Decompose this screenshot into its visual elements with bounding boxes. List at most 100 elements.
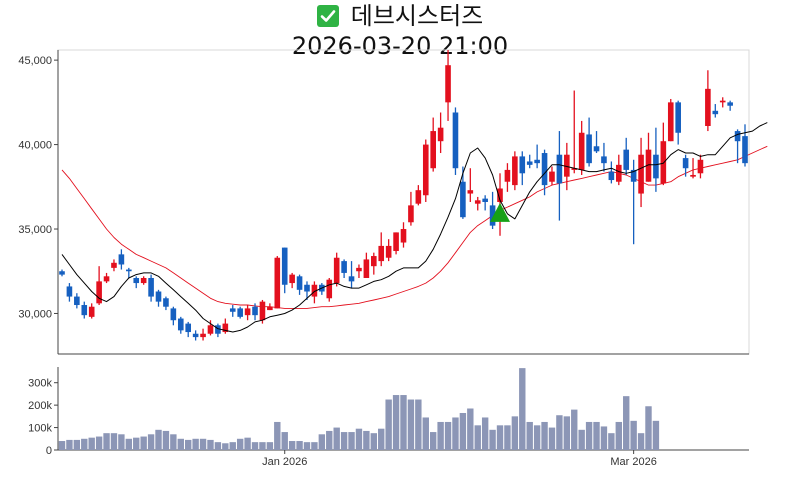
volume-bar [481, 417, 489, 450]
volume-bar [222, 443, 229, 450]
candle-body [296, 276, 303, 290]
volume-tick-label: 0 [46, 445, 52, 457]
candle-body [452, 112, 459, 169]
volume-bar [504, 425, 511, 450]
candle-body [549, 171, 555, 182]
volume-bar [133, 437, 140, 450]
candle-body [593, 146, 600, 152]
candle-body [81, 305, 88, 316]
candle-body [474, 200, 481, 204]
candle-body [415, 190, 422, 204]
price-tick-label: 30,000 [18, 308, 52, 320]
candle-body [705, 88, 711, 126]
candle-body [727, 102, 733, 106]
candle-body [356, 267, 362, 272]
candle-body [200, 333, 206, 338]
volume-bar [615, 421, 622, 450]
candle-body [126, 269, 132, 272]
volume-bar [541, 421, 548, 450]
x-tick-label: Jan 2026 [262, 456, 307, 468]
candle-body [497, 188, 503, 202]
candle-body [192, 333, 199, 338]
candle-body [111, 262, 117, 268]
volume-tick-label: 100k [28, 423, 52, 435]
ma-long-line [61, 145, 768, 309]
candle-body [734, 131, 741, 142]
candle-body [170, 308, 177, 321]
volume-bar [637, 433, 645, 450]
candle-body [378, 245, 385, 262]
candle-body [653, 154, 659, 179]
volume-bar [73, 439, 81, 450]
candle-body [534, 159, 540, 164]
candle-body [177, 318, 184, 331]
candle-body [712, 110, 719, 115]
candle-body [645, 149, 652, 182]
ma-short-line [61, 122, 768, 333]
volume-bar [162, 430, 170, 450]
candle-body [66, 286, 73, 297]
candle-body [222, 323, 229, 333]
volume-bar [266, 442, 274, 450]
candle-body [608, 171, 615, 181]
check-mark-icon [316, 5, 339, 27]
candle-body [259, 301, 266, 321]
candle-body [59, 271, 65, 275]
candle-body [638, 154, 644, 194]
volume-bar [355, 428, 363, 450]
volume-bar [459, 412, 467, 450]
candle-body [385, 245, 392, 258]
candle-body [371, 256, 377, 267]
volume-bar [467, 408, 474, 450]
volume-bar [296, 441, 303, 450]
candle-body [155, 291, 162, 302]
stock-name: 데브시스터즈 [350, 2, 484, 30]
candle-body [267, 306, 273, 311]
candle-body [274, 257, 281, 309]
candle-body [148, 278, 154, 297]
candle-body [118, 254, 125, 265]
volume-bar [548, 427, 556, 450]
volume-bar [155, 429, 162, 450]
candle-body [586, 134, 592, 164]
candle-body [348, 276, 355, 282]
candle-body [96, 281, 102, 304]
volume-bar [318, 434, 326, 450]
candle-body [333, 257, 340, 284]
volume-tick-label: 200k [28, 400, 52, 412]
volume-bar [363, 430, 370, 450]
candle-body [304, 284, 310, 292]
candle-body [363, 259, 370, 278]
volume-bar [185, 439, 192, 450]
candle-body [482, 198, 488, 202]
candle-body [690, 174, 696, 177]
volume-bar [585, 421, 593, 450]
volume-bar [340, 432, 348, 450]
volume-bar [333, 427, 340, 450]
candle-body [526, 161, 533, 165]
candle-body [571, 168, 578, 170]
candle-body [601, 156, 607, 164]
volume-bar [489, 429, 496, 450]
candle-body [615, 164, 622, 182]
volume-bar [630, 420, 637, 450]
volume-bar [526, 421, 533, 450]
candle-body [623, 149, 630, 170]
candle-body [140, 278, 147, 284]
candle-body [682, 158, 689, 169]
candle-body [667, 102, 674, 142]
candle-body [489, 205, 496, 226]
volume-bar [429, 432, 437, 450]
candle-body [742, 136, 748, 164]
volume-bar [608, 433, 615, 450]
candle-body [578, 132, 585, 170]
candle-body [207, 325, 214, 334]
volume-bar [652, 420, 660, 450]
candle-body [88, 306, 95, 317]
candle-body [341, 261, 347, 273]
volume-bar [392, 395, 400, 450]
volume-bar [511, 416, 519, 450]
volume-bar [66, 439, 73, 450]
candle-body [630, 169, 637, 182]
buy-signal-marker [490, 202, 511, 222]
